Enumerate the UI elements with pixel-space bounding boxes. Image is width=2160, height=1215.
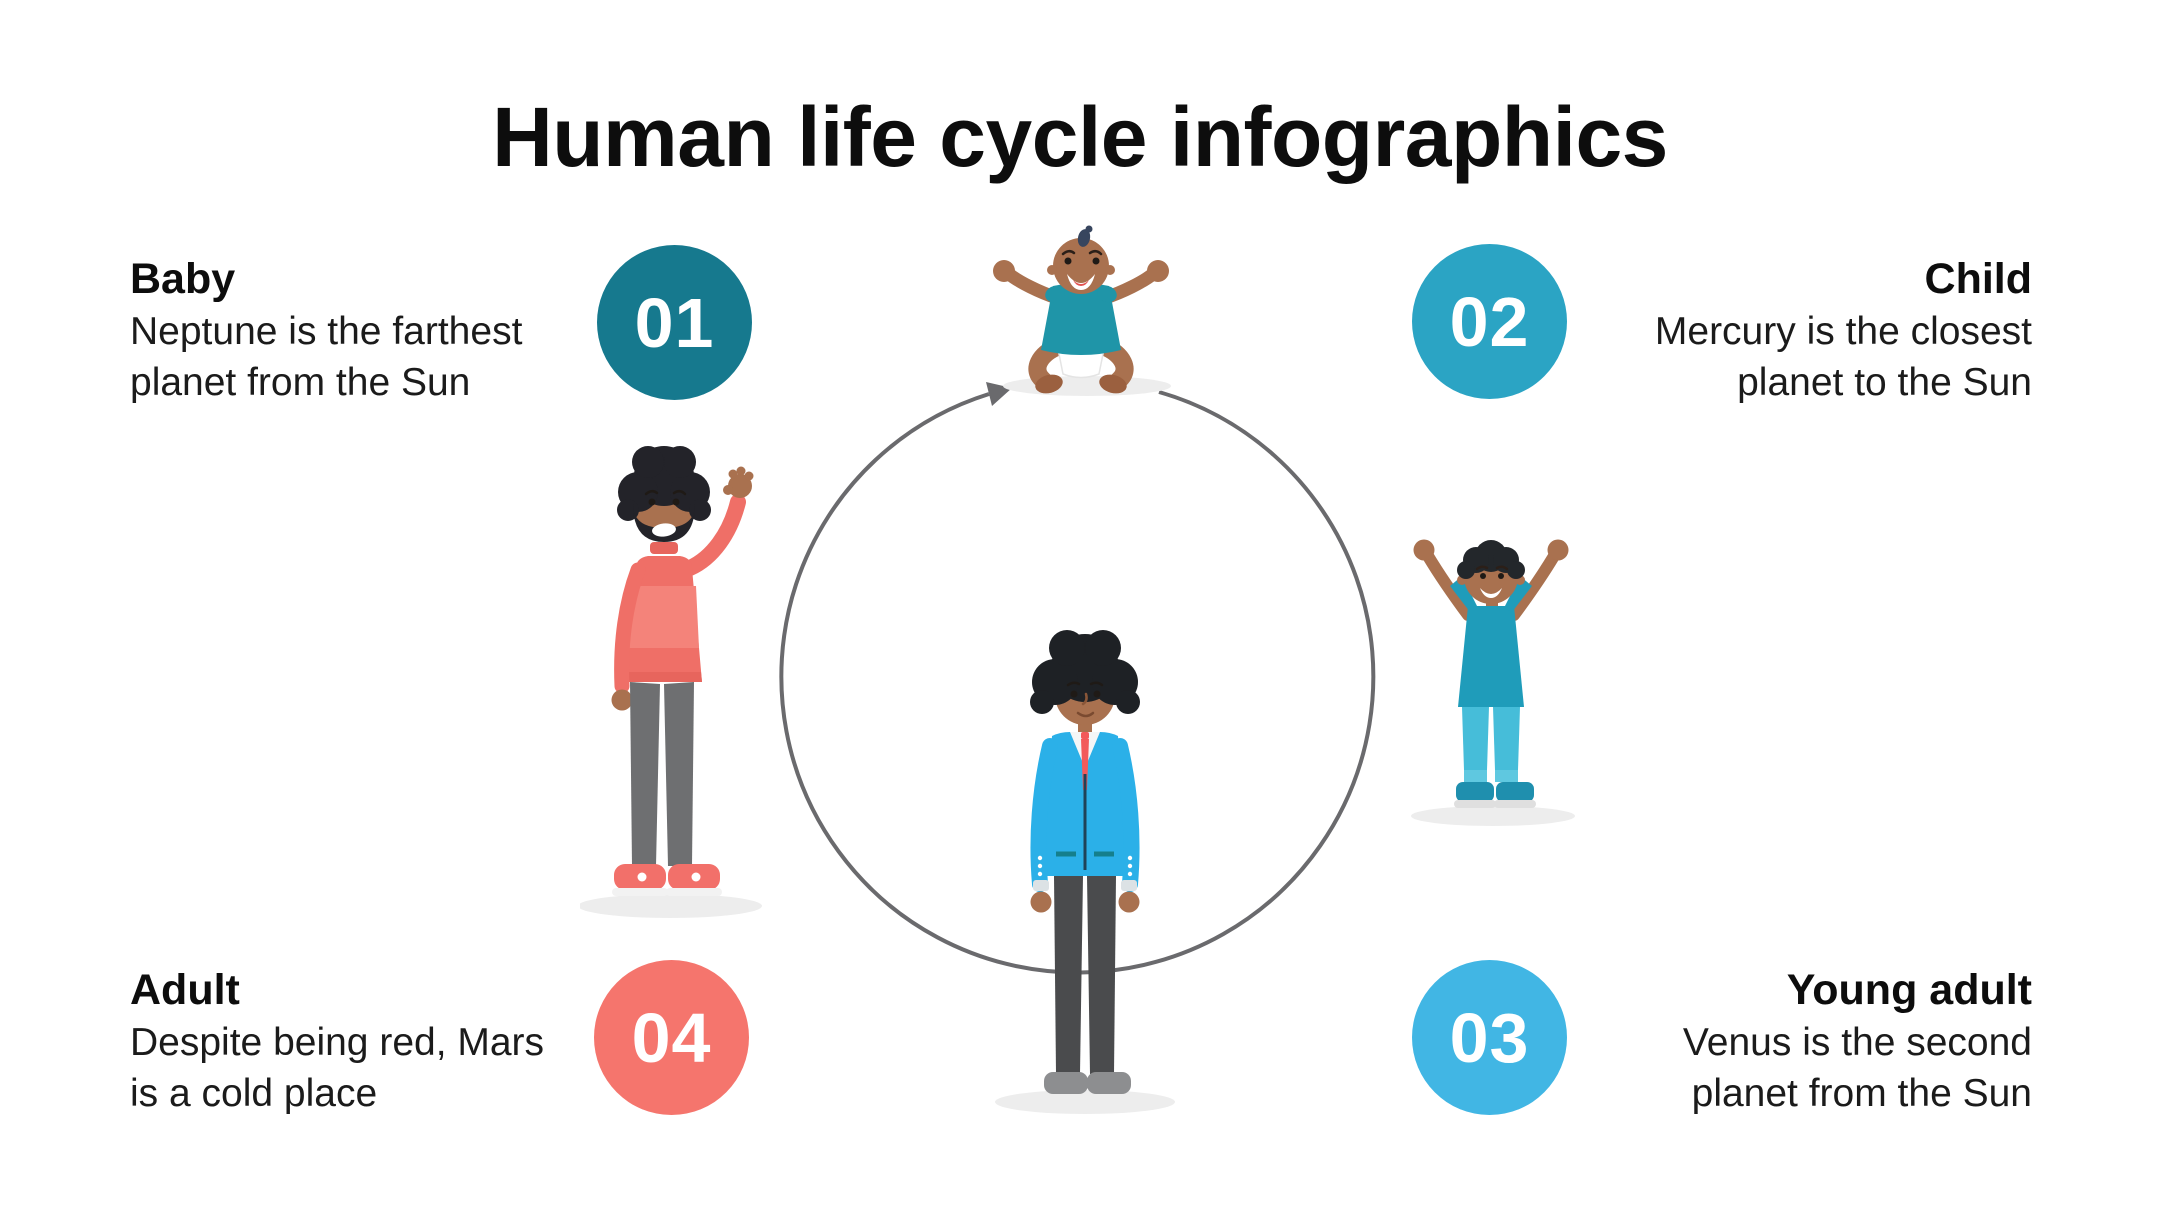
step-number-badge: 03: [1412, 960, 1567, 1115]
child-hand: [1547, 539, 1569, 561]
child-pants: [1462, 707, 1520, 782]
step-description: Despite being red, Mars is a cold place: [130, 1021, 545, 1116]
step-description: Mercury is the closest planet to the Sun: [1654, 310, 2032, 405]
baby-shirt: [1041, 283, 1121, 355]
young-adult-illustration: [995, 630, 1175, 1114]
adult-hand: [611, 689, 633, 711]
adult-left-sleeve: [614, 562, 646, 694]
step-label: Young adult: [1786, 966, 2032, 1014]
step-label: Baby: [130, 255, 236, 303]
young-adult-cuff: [1121, 880, 1137, 891]
step-number-badge: 01: [597, 245, 752, 400]
adult-shoes: [612, 864, 722, 896]
step-description: Venus is the second planet from the Sun: [1682, 1021, 2032, 1116]
young-adult-shadow: [995, 1090, 1175, 1114]
adult-shadow: [580, 894, 762, 918]
child-hand: [1413, 539, 1435, 561]
baby-ear: [1105, 265, 1115, 275]
young-adult-cuff: [1033, 880, 1049, 891]
young-adult-shoes: [1044, 1072, 1131, 1094]
step-description: Neptune is the farthest planet from the …: [130, 310, 523, 405]
adult-raised-sleeve: [682, 494, 746, 576]
baby-foot: [1099, 374, 1127, 394]
child-face: [1475, 565, 1509, 598]
baby-face: [1061, 250, 1103, 290]
adult-pants: [630, 682, 694, 866]
step-label: Adult: [130, 966, 240, 1014]
adult-sweater-hem: [626, 672, 702, 682]
step-label: Child: [1924, 255, 2032, 303]
young-adult-tie: [1081, 732, 1089, 790]
child-shirt: [1458, 606, 1524, 707]
step-number-badge: 04: [594, 960, 749, 1115]
child-sleeve: [1450, 576, 1478, 612]
young-adult-sleeve: [1030, 738, 1058, 892]
baby-hair: [1077, 229, 1091, 247]
baby-hair: [1085, 225, 1093, 233]
adult-sweater-chest: [627, 586, 699, 648]
baby-illustration: [993, 225, 1171, 396]
child-hair: [1457, 540, 1525, 579]
adult-raised-hand: [723, 466, 754, 498]
baby-foot: [1035, 374, 1063, 394]
young-adult-cuff-buttons: [1037, 855, 1133, 877]
baby-shadow: [1003, 376, 1171, 396]
adult-illustration: [580, 446, 762, 918]
step-number-badge: 02: [1412, 244, 1567, 399]
child-sleeve: [1504, 576, 1532, 612]
baby-sleeve: [1097, 285, 1117, 303]
young-adult-face: [1066, 681, 1104, 718]
baby-ear: [1047, 265, 1057, 275]
adult-collar: [650, 542, 678, 554]
adult-face: [644, 490, 687, 537]
baby-sleeve: [1045, 285, 1065, 303]
young-adult-hand: [1118, 891, 1140, 913]
child-arms: [1422, 550, 1560, 621]
baby-hand: [993, 260, 1015, 282]
child-illustration: [1411, 539, 1575, 826]
young-adult-pants: [1054, 876, 1116, 1074]
page-title: Human life cycle infographics: [492, 90, 1668, 184]
adult-beard: [633, 504, 695, 542]
child-shoes: [1454, 782, 1536, 808]
young-adult-sleeve: [1112, 738, 1140, 892]
baby-hand: [1147, 260, 1169, 282]
child-shadow: [1411, 806, 1575, 826]
young-adult-hand: [1030, 891, 1052, 913]
